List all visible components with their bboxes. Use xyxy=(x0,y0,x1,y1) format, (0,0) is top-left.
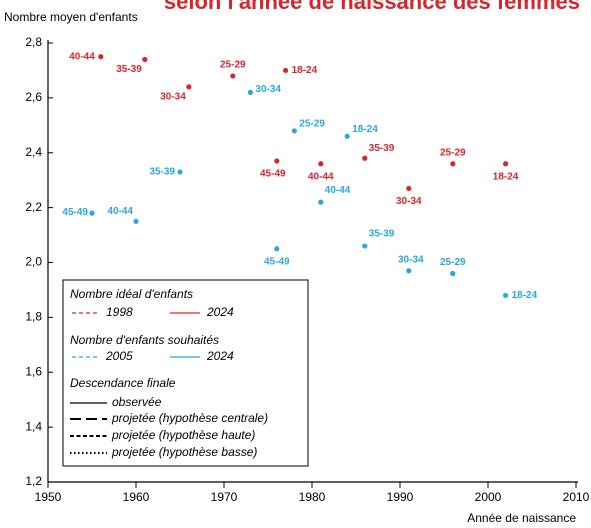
chart-title: selon l'année de naissance des femmes xyxy=(164,0,580,14)
point xyxy=(406,268,412,274)
point-label: 30-34 xyxy=(396,196,422,207)
x-tick-label: 2010 xyxy=(563,490,590,504)
point xyxy=(362,243,368,249)
point xyxy=(503,292,509,299)
point xyxy=(450,161,456,167)
point xyxy=(274,246,280,252)
point-label: 25-29 xyxy=(220,60,246,71)
plot-area: 40-44 35-39 30-34 25-29 18-24 45-49 40-44 35-39… xyxy=(62,51,538,301)
legend-label: 1998 xyxy=(106,305,133,319)
point xyxy=(274,158,280,164)
legend-label: projetée (hypothèse centrale) xyxy=(111,411,268,425)
legend-label: 2024 xyxy=(206,349,234,363)
point-label: 35-39 xyxy=(369,229,395,240)
y-tick-label: 2,4 xyxy=(25,145,42,159)
point-label: 35-39 xyxy=(369,143,395,154)
point xyxy=(89,210,95,216)
point xyxy=(98,54,104,60)
point-label: 30-34 xyxy=(255,84,281,95)
legend-label: 2024 xyxy=(206,305,234,319)
point-label: 45-49 xyxy=(62,207,88,218)
x-axis-label: Année de naissance xyxy=(467,511,576,525)
legend-label: projetée (hypothèse haute) xyxy=(111,428,255,442)
legend-group-title: Descendance finale xyxy=(70,376,176,390)
y-tick-label: 2,2 xyxy=(25,200,42,214)
point xyxy=(291,128,297,134)
point-label: 25-29 xyxy=(299,118,325,129)
point-label: 45-49 xyxy=(260,169,286,180)
point-label: 25-29 xyxy=(440,147,466,158)
point-label: 40-44 xyxy=(325,185,351,196)
point-label: 35-39 xyxy=(116,64,142,75)
x-tick-label: 1980 xyxy=(299,490,326,504)
point-label: 45-49 xyxy=(264,256,290,267)
point xyxy=(142,56,148,63)
x-tick-label: 1960 xyxy=(123,490,150,504)
legend-group-title: Nombre d'enfants souhaités xyxy=(70,333,219,347)
point xyxy=(450,270,456,277)
y-tick-label: 1,2 xyxy=(25,474,42,488)
point-label: 25-29 xyxy=(440,257,466,268)
y-tick-label: 2,6 xyxy=(25,90,42,104)
legend-label: projetée (hypothèse basse) xyxy=(111,445,257,459)
point-label: 40-44 xyxy=(308,171,334,182)
point xyxy=(318,161,324,167)
y-tick-label: 1,4 xyxy=(25,419,42,433)
legend-group-title: Nombre idéal d'enfants xyxy=(70,287,193,301)
point-label: 18-24 xyxy=(493,171,519,182)
point xyxy=(344,133,350,139)
point xyxy=(362,155,368,161)
point-label: 35-39 xyxy=(149,167,175,178)
y-tick-label: 2,8 xyxy=(25,35,42,49)
point xyxy=(406,185,412,192)
legend-label: observée xyxy=(112,395,162,409)
x-tick-label: 1950 xyxy=(35,490,62,504)
legend-label: 2005 xyxy=(105,349,133,363)
y-tick-label: 1,8 xyxy=(25,310,42,324)
point xyxy=(177,169,183,175)
x-tick-label: 1970 xyxy=(211,490,238,504)
point-label: 30-34 xyxy=(398,254,424,265)
x-tick-label: 1990 xyxy=(387,490,414,504)
point xyxy=(133,218,139,224)
point xyxy=(318,199,324,205)
point xyxy=(283,67,289,74)
y-axis-label: Nombre moyen d'enfants xyxy=(4,10,138,24)
y-tick-label: 2,0 xyxy=(25,255,42,269)
point-label: 18-24 xyxy=(352,124,378,135)
y-tick-label: 1,6 xyxy=(25,364,42,378)
point-label: 40-44 xyxy=(69,51,95,62)
point-label: 18-24 xyxy=(292,65,318,76)
point xyxy=(503,161,509,167)
legend: Nombre idéal d'enfants 1998 2024 Nombre d'e… xyxy=(62,279,309,467)
point xyxy=(230,73,236,79)
point xyxy=(186,84,192,90)
point xyxy=(247,89,253,95)
point-label: 40-44 xyxy=(107,206,133,217)
x-tick-label: 2000 xyxy=(475,490,502,504)
point-label: 18-24 xyxy=(512,290,538,301)
point-label: 30-34 xyxy=(160,92,186,103)
